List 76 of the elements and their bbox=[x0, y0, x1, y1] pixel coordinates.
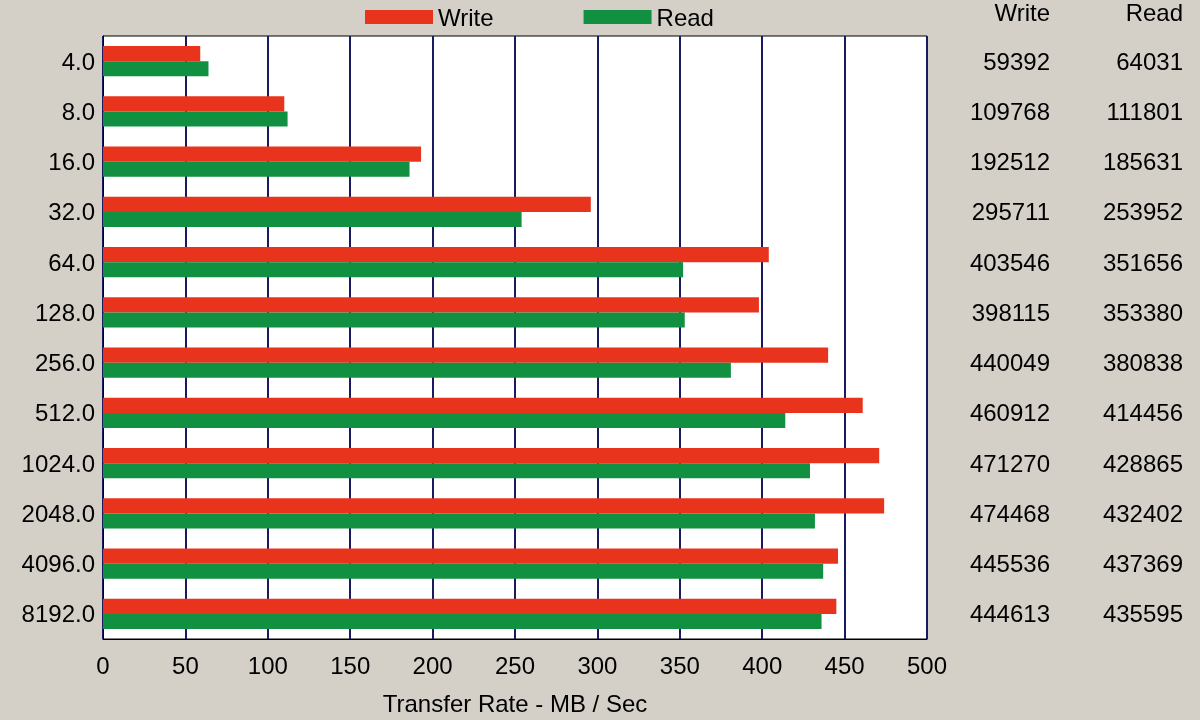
y-tick-label: 16.0 bbox=[48, 148, 95, 176]
text: 414456 bbox=[1102, 399, 1183, 427]
text: 59392 bbox=[983, 47, 1050, 75]
text: 471270 bbox=[969, 449, 1050, 477]
y-tick-label: 256.0 bbox=[34, 349, 95, 377]
y-tick-label: 128.0 bbox=[34, 298, 95, 326]
text: 460912 bbox=[969, 399, 1050, 427]
text: 109768 bbox=[969, 97, 1050, 125]
bar bbox=[103, 111, 288, 127]
x-tick-label: 200 bbox=[412, 651, 453, 679]
x-tick-label: 50 bbox=[172, 651, 199, 679]
bar bbox=[103, 46, 201, 62]
x-tick-label: 500 bbox=[906, 651, 948, 679]
bar bbox=[103, 96, 285, 112]
text: 444613 bbox=[969, 600, 1050, 628]
bar bbox=[103, 412, 786, 428]
y-tick-label: 2048.0 bbox=[21, 499, 95, 527]
text: 398115 bbox=[971, 298, 1050, 326]
y-tick-label: 32.0 bbox=[48, 198, 95, 226]
text: 474468 bbox=[969, 499, 1050, 527]
bar bbox=[103, 297, 759, 313]
x-tick-label: 450 bbox=[824, 651, 865, 679]
bar bbox=[103, 61, 209, 77]
bar bbox=[103, 598, 837, 614]
text: Write bbox=[994, 0, 1050, 26]
bar bbox=[103, 312, 685, 328]
x-tick-label: 0 bbox=[96, 651, 110, 679]
y-tick-label: 8.0 bbox=[61, 97, 95, 125]
legend-label: Write bbox=[438, 3, 494, 31]
text: 351656 bbox=[1102, 248, 1183, 276]
text: 403546 bbox=[969, 248, 1050, 276]
y-tick-label: 512.0 bbox=[34, 399, 95, 427]
bar bbox=[103, 262, 684, 278]
bar bbox=[103, 448, 880, 464]
bar bbox=[103, 613, 822, 629]
text: 437369 bbox=[1102, 550, 1183, 578]
bar bbox=[103, 196, 591, 212]
x-tick-label: 400 bbox=[742, 651, 783, 679]
bar bbox=[103, 211, 522, 227]
y-tick-label: 1024.0 bbox=[21, 449, 95, 477]
bar bbox=[103, 347, 829, 363]
bar bbox=[103, 362, 731, 378]
text: 440049 bbox=[969, 349, 1050, 377]
text: 445536 bbox=[969, 550, 1050, 578]
text: 185631 bbox=[1102, 148, 1183, 176]
x-tick-label: 250 bbox=[494, 651, 536, 679]
text: 353380 bbox=[1102, 298, 1183, 326]
x-axis-title: Transfer Rate - MB / Sec bbox=[382, 689, 648, 717]
bar bbox=[103, 463, 810, 479]
y-tick-label: 4096.0 bbox=[21, 550, 95, 578]
y-tick-label: 64.0 bbox=[48, 248, 95, 276]
text: 253952 bbox=[1102, 198, 1183, 226]
y-tick-label: 8192.0 bbox=[21, 600, 95, 628]
bar bbox=[103, 563, 824, 579]
text: 432402 bbox=[1102, 499, 1183, 527]
text: 64031 bbox=[1116, 47, 1183, 75]
bar bbox=[103, 161, 410, 177]
text: Read bbox=[1125, 0, 1183, 26]
bar bbox=[103, 498, 885, 514]
bar bbox=[103, 247, 769, 263]
bar bbox=[103, 397, 863, 413]
bar bbox=[103, 146, 422, 162]
text: 435595 bbox=[1102, 600, 1183, 628]
text: 428865 bbox=[1102, 449, 1183, 477]
text: 295711 bbox=[971, 198, 1050, 226]
bar bbox=[103, 513, 815, 529]
x-tick-label: 100 bbox=[247, 651, 288, 679]
legend-label: Read bbox=[656, 3, 714, 31]
text: 380838 bbox=[1102, 349, 1183, 377]
text: 192512 bbox=[969, 148, 1050, 176]
x-tick-label: 350 bbox=[659, 651, 700, 679]
x-tick-label: 300 bbox=[577, 651, 618, 679]
x-tick-label: 150 bbox=[330, 651, 371, 679]
y-tick-label: 4.0 bbox=[61, 47, 95, 75]
text: 111801 bbox=[1106, 97, 1183, 125]
bar bbox=[103, 548, 839, 564]
